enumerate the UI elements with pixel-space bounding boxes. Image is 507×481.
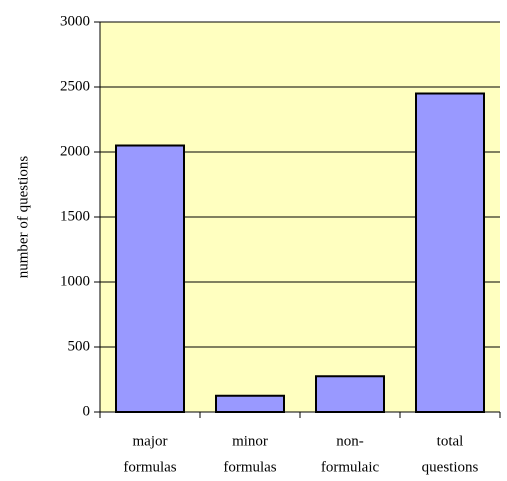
- x-tick-label: minor: [232, 433, 268, 449]
- y-tick-label: 0: [83, 403, 91, 419]
- bar: [215, 394, 285, 413]
- x-tick-label: non-: [336, 433, 364, 449]
- y-tick-label: 3000: [60, 13, 90, 29]
- x-tick-label: major: [133, 433, 168, 449]
- y-tick-label: 2000: [60, 143, 90, 159]
- x-tick-label: formulaic: [321, 459, 380, 475]
- bar: [315, 375, 385, 413]
- x-tick-label: total: [437, 433, 464, 449]
- bar: [115, 144, 185, 413]
- y-tick-label: 2500: [60, 78, 90, 94]
- y-tick-label: 500: [68, 338, 91, 354]
- y-tick-label: 1500: [60, 208, 90, 224]
- x-tick-label: formulas: [223, 459, 276, 475]
- y-tick-label: 1000: [60, 273, 90, 289]
- bar: [415, 92, 485, 413]
- x-tick-label: questions: [422, 459, 479, 475]
- y-axis-label: number of questions: [15, 156, 31, 279]
- x-tick-label: formulas: [123, 459, 176, 475]
